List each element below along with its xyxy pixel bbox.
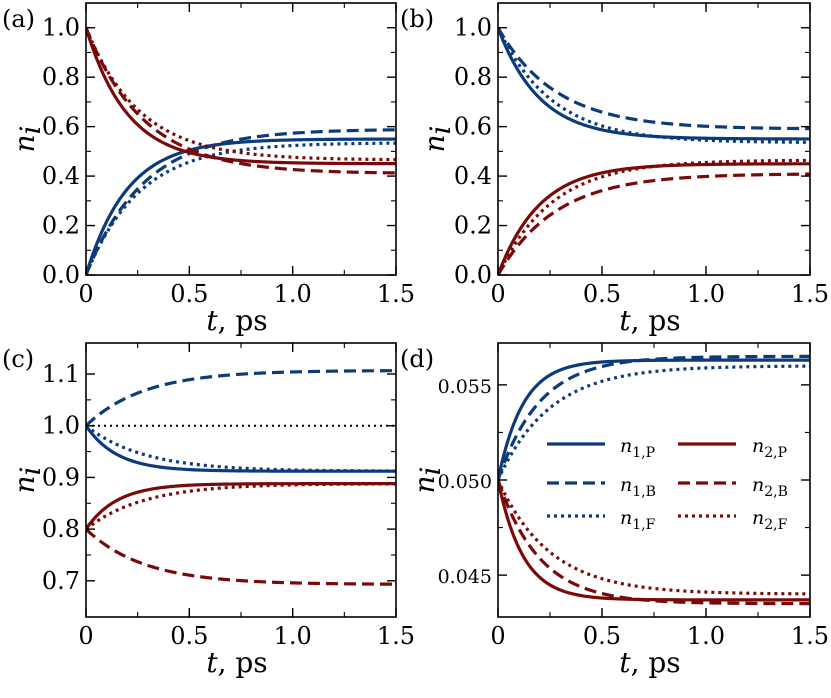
y-tick-label: 0.2 <box>42 212 80 240</box>
x-tick-label: 0 <box>78 622 93 650</box>
series-n2-P-line <box>498 479 810 602</box>
legend-label: n1,P <box>620 435 655 461</box>
series-n1-F-line <box>86 141 396 275</box>
y-tick-label: 0.2 <box>454 212 492 240</box>
legend-label: n1,B <box>620 474 656 500</box>
y-tick-label: 0.0 <box>42 261 80 289</box>
series-n1-F-line <box>86 424 396 473</box>
panel-tag: (b) <box>400 5 434 33</box>
series-n1-P-line <box>498 358 810 481</box>
series-n2-B-line <box>86 27 396 175</box>
x-tick-label: 0 <box>78 280 93 308</box>
y-tick-label: 1.1 <box>42 360 80 388</box>
y-tick-label: 1.0 <box>454 14 492 42</box>
panel-tag: (a) <box>2 5 35 33</box>
series-n1-B-line <box>86 128 396 275</box>
panel-c: 0 0.5 1.0 1.5 0.7 0.8 0.9 1.0 1.1 t, ps ni (c) <box>2 342 415 679</box>
series-n2-B-line <box>498 172 810 275</box>
x-axis-label: t, ps <box>206 646 267 679</box>
y-axis-label: ni <box>418 125 457 152</box>
y-tick-label: 0.4 <box>454 162 492 190</box>
x-tick-label: 1.0 <box>687 622 725 650</box>
y-tick-label: 1.0 <box>42 412 80 440</box>
y-tick-label: 0.050 <box>438 471 492 493</box>
y-tick-label: 0.055 <box>438 376 492 398</box>
series-n1-B-line <box>498 26 810 131</box>
x-tick-label: 0 <box>490 280 505 308</box>
series-n2-P-line <box>86 482 396 531</box>
y-axis-label: ni <box>8 125 47 152</box>
panel-tag: (d) <box>400 345 434 373</box>
x-tick-label: 0 <box>490 622 505 650</box>
x-axis-label: t, ps <box>619 304 680 337</box>
y-tick-label: 0.6 <box>454 113 492 141</box>
y-axis-label: ni <box>408 466 447 493</box>
y-axis-label: ni <box>8 466 47 493</box>
series-n1-B-line <box>86 369 396 427</box>
x-tick-label: 1.0 <box>687 280 725 308</box>
legend-label: n2,B <box>752 474 788 500</box>
x-tick-label: 1.5 <box>791 622 829 650</box>
legend: n1,P n2,P n1,B n2,B n1,F n2,F <box>547 435 788 533</box>
panel-tag: (c) <box>2 345 34 373</box>
y-tick-label: 0.0 <box>454 261 492 289</box>
y-tick-label: 0.8 <box>454 63 492 91</box>
y-tick-label: 0.9 <box>42 463 80 491</box>
series-n1-F-line <box>498 364 810 481</box>
x-tick-label: 0.5 <box>170 280 208 308</box>
series-n1-P-line <box>86 424 396 473</box>
x-tick-label: 0.5 <box>583 280 621 308</box>
y-tick-label: 0.6 <box>42 113 80 141</box>
x-tick-label: 1.0 <box>274 280 312 308</box>
plot-frame <box>85 342 397 618</box>
y-tick-label: 0.8 <box>42 515 80 543</box>
x-tick-label: 1.0 <box>274 622 312 650</box>
series-n2-F-line <box>86 27 396 162</box>
x-tick-label: 1.5 <box>377 280 415 308</box>
legend-label: n2,F <box>752 507 788 533</box>
x-tick-label: 1.5 <box>791 280 829 308</box>
y-tick-label: 1.0 <box>42 14 80 42</box>
legend-label: n2,P <box>752 435 787 461</box>
series-n2-P-line <box>86 27 396 166</box>
x-tick-label: 1.5 <box>377 622 415 650</box>
y-tick-label: 0.4 <box>42 162 80 190</box>
x-tick-label: 0.5 <box>170 622 208 650</box>
series-n1-P-line <box>86 137 396 275</box>
x-tick-label: 0.5 <box>583 622 621 650</box>
series-n2-F-line <box>86 482 396 531</box>
legend-label: n1,F <box>620 507 656 533</box>
x-axis-label: t, ps <box>206 304 267 337</box>
series-n2-P-line <box>498 162 810 275</box>
series-n2-B-line <box>86 527 396 586</box>
y-tick-label: 0.7 <box>42 567 80 595</box>
x-axis-label: t, ps <box>619 646 680 679</box>
y-tick-label: 0.045 <box>438 566 492 588</box>
series-n1-B-line <box>498 354 810 481</box>
series-n1-P-line <box>498 27 810 141</box>
y-tick-label: 0.8 <box>42 63 80 91</box>
